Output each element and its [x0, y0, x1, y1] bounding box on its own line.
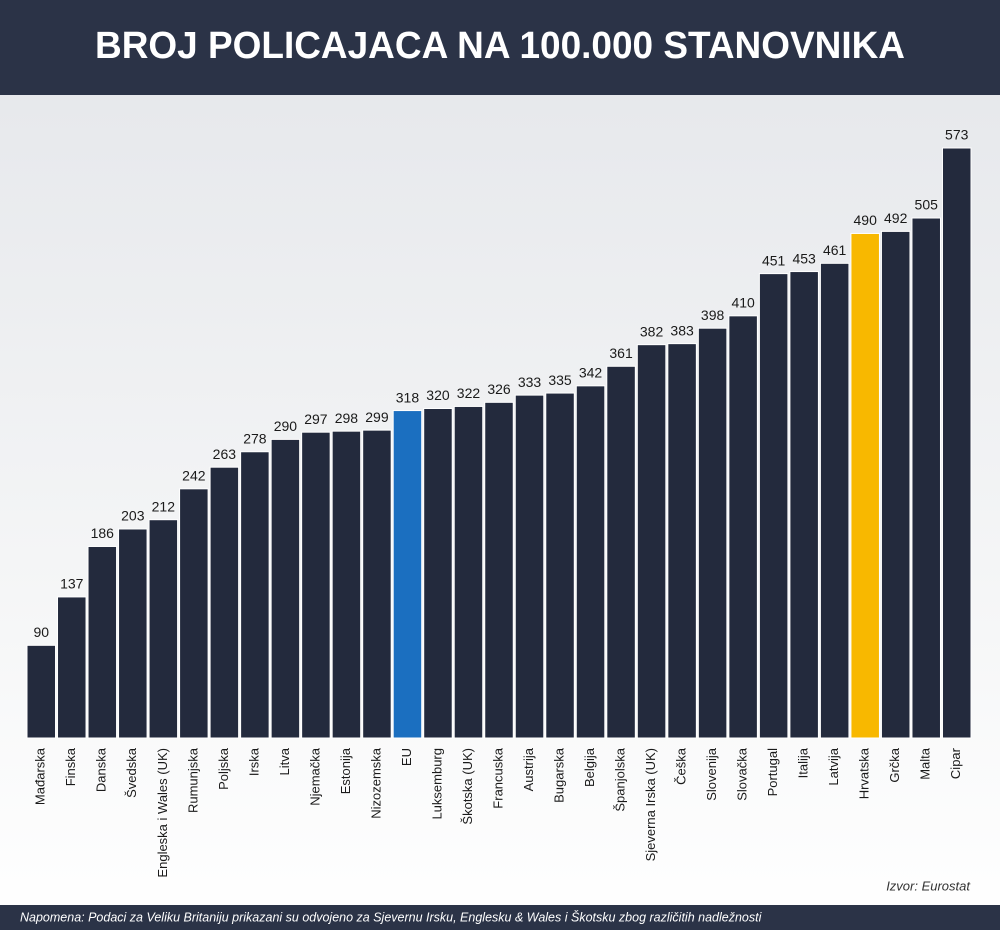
value-label: 490 — [854, 212, 878, 228]
x-tick-label: Italija — [796, 747, 811, 778]
bar — [911, 217, 941, 739]
value-label: 297 — [304, 411, 328, 427]
x-tick-label: Belgija — [582, 747, 597, 787]
value-label: 278 — [243, 430, 267, 446]
x-tick-label: Luksemburg — [429, 748, 444, 820]
x-tick-label: Slovenija — [704, 747, 719, 801]
source: Izvor: Eurostat — [886, 878, 971, 893]
bar — [148, 519, 179, 739]
value-label: 322 — [457, 385, 481, 401]
x-tick-label: Austrija — [521, 747, 536, 791]
chart-title: BROJ POLICAJACA NA 100.000 STANOVNIKA — [95, 25, 905, 67]
x-tick-label: Njemačka — [307, 747, 322, 806]
value-label: 492 — [884, 210, 908, 226]
value-label: 451 — [762, 252, 786, 268]
bar — [789, 271, 819, 739]
bar — [453, 405, 484, 739]
bar — [697, 327, 728, 739]
value-label: 242 — [182, 468, 206, 484]
bar — [301, 431, 331, 739]
bar — [850, 232, 880, 739]
bar — [240, 451, 270, 739]
bar — [179, 488, 209, 739]
x-tick-label: Španjolska — [613, 747, 628, 811]
note-band — [0, 905, 1000, 930]
value-label: 361 — [609, 345, 633, 361]
bar — [57, 596, 87, 739]
value-label: 203 — [121, 508, 145, 524]
bar — [545, 392, 575, 739]
x-tick-label: Cipar — [948, 747, 963, 779]
value-label: 573 — [945, 127, 969, 143]
x-tick-label: Danska — [94, 747, 109, 792]
value-label: 263 — [213, 446, 237, 462]
x-tick-label: Francuska — [490, 747, 505, 808]
x-tick-label: Estonija — [338, 747, 353, 794]
note: Napomena: Podaci za Veliku Britaniju pri… — [20, 909, 763, 924]
value-label: 320 — [426, 387, 450, 403]
x-tick-label: Malta — [918, 747, 933, 780]
value-label: 137 — [60, 576, 84, 592]
bar — [575, 385, 606, 739]
x-tick-label: Nizozemska — [368, 747, 383, 819]
value-label: 298 — [335, 410, 359, 426]
value-label: 383 — [670, 322, 694, 338]
x-tick-label: Litva — [277, 747, 292, 775]
value-label: 461 — [823, 242, 847, 258]
value-label: 453 — [792, 250, 816, 266]
x-tick-label: Češka — [674, 747, 689, 785]
bar — [667, 343, 697, 739]
x-tick-label: EU — [399, 748, 414, 766]
bar — [819, 262, 850, 739]
value-label: 318 — [396, 389, 420, 405]
x-tick-label: Irska — [246, 747, 261, 776]
bar — [26, 644, 57, 739]
value-label: 186 — [91, 525, 115, 541]
bar — [423, 408, 453, 739]
value-label: 326 — [487, 381, 511, 397]
value-label: 90 — [33, 624, 49, 640]
bar — [941, 147, 972, 739]
bar — [392, 410, 423, 739]
value-label: 398 — [701, 307, 725, 323]
value-label: 382 — [640, 323, 664, 339]
x-tick-label: Portugal — [765, 748, 780, 797]
bar — [728, 315, 758, 739]
x-tick-label: Švedska — [124, 747, 139, 798]
value-label: 410 — [731, 295, 755, 311]
bar — [880, 230, 911, 739]
value-label: 342 — [579, 365, 603, 381]
value-label: 333 — [518, 374, 542, 390]
x-tick-label: Sjeverna Irska (UK) — [643, 748, 658, 861]
bar — [118, 528, 148, 739]
x-tick-label: Rumunjska — [185, 747, 200, 813]
value-label: 299 — [365, 409, 389, 425]
bar — [270, 438, 301, 739]
x-tick-label: Bugarska — [551, 747, 566, 803]
bar — [209, 466, 240, 739]
x-tick-label: Slovačka — [735, 747, 750, 801]
value-label: 505 — [915, 197, 939, 213]
x-tick-label: Engleska i Wales (UK) — [155, 748, 170, 878]
value-label: 212 — [152, 498, 176, 514]
title-band — [0, 0, 1000, 95]
bar — [758, 273, 789, 739]
bar — [636, 344, 667, 739]
bar — [606, 365, 636, 739]
bar — [362, 429, 392, 739]
x-tick-label: Poljska — [216, 747, 231, 790]
x-tick-label: Latvija — [826, 747, 841, 785]
x-tick-label: Grčka — [887, 747, 902, 782]
x-tick-label: Škotska (UK) — [460, 748, 475, 825]
bar — [87, 545, 118, 739]
bar — [514, 394, 545, 739]
bar — [484, 401, 514, 739]
value-label: 335 — [548, 372, 572, 388]
x-tick-label: Mađarska — [33, 747, 48, 805]
value-label: 290 — [274, 418, 298, 434]
bar — [331, 430, 362, 739]
x-tick-label: Finska — [63, 747, 78, 786]
x-tick-label: Hrvatska — [857, 747, 872, 799]
